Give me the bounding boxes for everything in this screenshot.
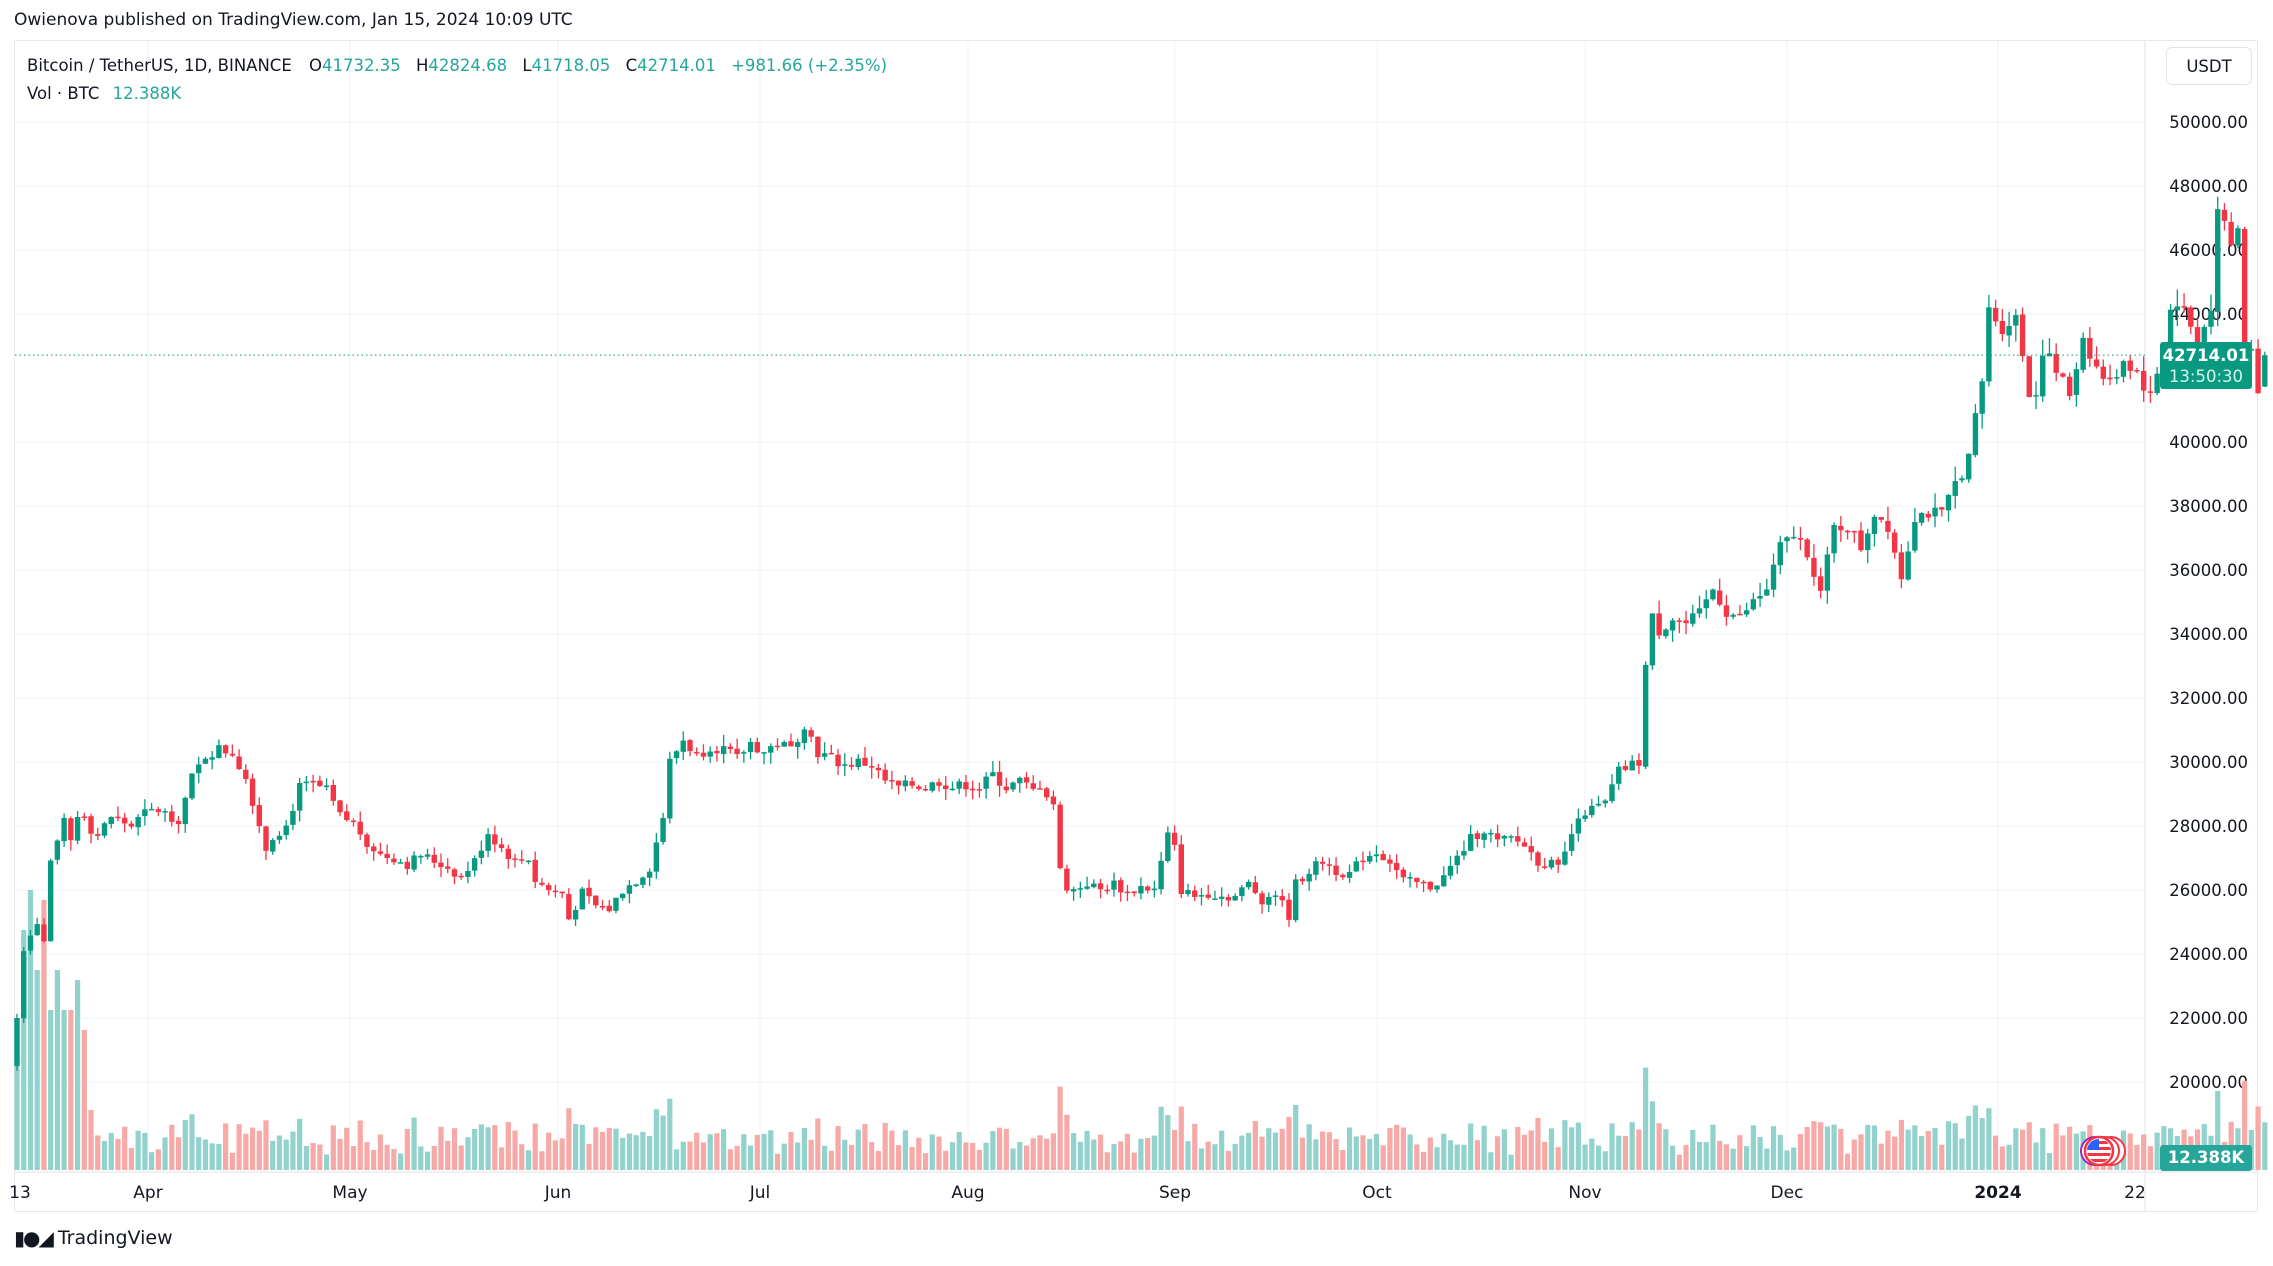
tradingview-mark-icon: ▮●◢: [14, 1226, 54, 1250]
tradingview-logo[interactable]: ▮●◢ TradingView: [14, 1226, 173, 1250]
volume-tag: 12.388K: [2160, 1145, 2252, 1171]
y-axis-label: 36000.00: [2169, 561, 2248, 580]
high-value: 42824.68: [428, 56, 508, 75]
high-label: H: [416, 56, 429, 75]
y-axis-label: 40000.00: [2169, 433, 2248, 452]
x-axis-label: Apr: [133, 1183, 162, 1203]
open-label: O: [309, 56, 323, 75]
change-value: +981.66 (+2.35%): [731, 56, 888, 75]
y-axis-label: 50000.00: [2169, 113, 2248, 132]
last-price-tag: 42714.01 13:50:30: [2160, 342, 2252, 389]
symbol-title[interactable]: Bitcoin / TetherUS, 1D, BINANCE: [27, 56, 292, 75]
volume-row: Vol · BTC 12.388K: [27, 80, 897, 108]
close-label: C: [625, 56, 638, 75]
chart-legend: Bitcoin / TetherUS, 1D, BINANCE O41732.3…: [27, 52, 897, 108]
publication-note: Owienova published on TradingView.com, J…: [14, 10, 573, 30]
x-axis-label: Jul: [749, 1183, 771, 1203]
chart-frame: [14, 40, 2258, 1212]
y-axis-label: 34000.00: [2169, 625, 2248, 644]
open-value: 41732.35: [322, 56, 401, 75]
y-axis-label: 32000.00: [2169, 689, 2248, 708]
y-axis-label: 28000.00: [2169, 817, 2248, 836]
x-axis-label: 13: [9, 1183, 31, 1203]
volume-value: 12.388K: [112, 84, 182, 103]
x-axis-label: Aug: [951, 1183, 984, 1203]
candlestick-series: [14, 196, 2268, 1071]
x-axis-label: Dec: [1771, 1183, 1804, 1203]
low-label: L: [522, 56, 532, 75]
y-axis-label: 22000.00: [2169, 1009, 2248, 1028]
volume-bars: [14, 890, 2268, 1170]
y-axis-label: 48000.00: [2169, 177, 2248, 196]
currency-button[interactable]: USDT: [2166, 47, 2252, 85]
low-value: 41718.05: [531, 56, 611, 75]
x-axis-label: 2024: [1974, 1183, 2021, 1203]
y-axis-label: 24000.00: [2169, 945, 2248, 964]
ohlc-row: Bitcoin / TetherUS, 1D, BINANCE O41732.3…: [27, 52, 897, 80]
x-axis-label: Nov: [1568, 1183, 1601, 1203]
x-axis-label: May: [332, 1183, 367, 1203]
y-axis-label: 38000.00: [2169, 497, 2248, 516]
volume-label[interactable]: Vol · BTC: [27, 84, 100, 103]
x-axis-label: Oct: [1362, 1183, 1392, 1203]
bar-countdown: 13:50:30: [2168, 367, 2244, 386]
y-axis-label: 46000.00: [2169, 241, 2248, 260]
y-axis-label: 30000.00: [2169, 753, 2248, 772]
close-value: 42714.01: [637, 56, 716, 75]
y-axis-label: 20000.00: [2169, 1073, 2248, 1092]
x-axis-label: 22: [2124, 1183, 2146, 1203]
x-axis-label: Sep: [1159, 1183, 1191, 1203]
y-axis-label: 26000.00: [2169, 881, 2248, 900]
last-price: 42714.01: [2162, 346, 2250, 365]
logo-text: TradingView: [57, 1227, 173, 1249]
x-axis-label: Jun: [544, 1183, 572, 1203]
economic-events-icon[interactable]: [2075, 1133, 2135, 1169]
